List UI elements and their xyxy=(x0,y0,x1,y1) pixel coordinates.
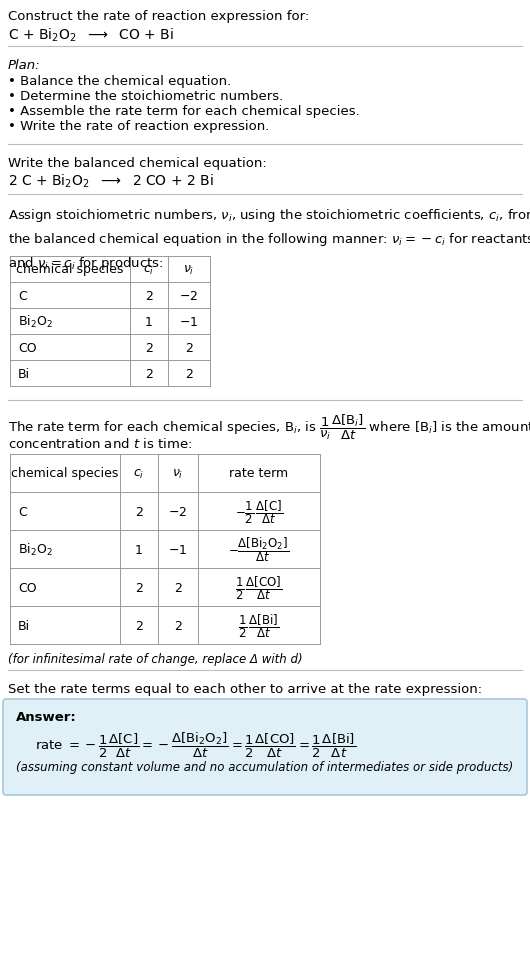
Text: $-2$: $-2$ xyxy=(169,505,188,518)
Text: $\nu_i$: $\nu_i$ xyxy=(183,264,195,276)
Text: Write the balanced chemical equation:: Write the balanced chemical equation: xyxy=(8,157,267,170)
Text: $-2$: $-2$ xyxy=(180,289,199,302)
Text: $-\dfrac{1}{2}\,\dfrac{\Delta[\mathrm{C}]}{\Delta t}$: $-\dfrac{1}{2}\,\dfrac{\Delta[\mathrm{C}… xyxy=(235,498,283,525)
Text: (assuming constant volume and no accumulation of intermediates or side products): (assuming constant volume and no accumul… xyxy=(16,761,513,773)
Text: 2 C + Bi$_2$O$_2$  $\longrightarrow$  2 CO + 2 Bi: 2 C + Bi$_2$O$_2$ $\longrightarrow$ 2 CO… xyxy=(8,172,214,190)
Text: $\nu_i$: $\nu_i$ xyxy=(172,467,184,480)
Text: 2: 2 xyxy=(135,619,143,632)
Text: • Determine the stoichiometric numbers.: • Determine the stoichiometric numbers. xyxy=(8,90,283,103)
Text: rate $= -\dfrac{1}{2}\dfrac{\Delta[\mathrm{C}]}{\Delta t}= -\dfrac{\Delta[\mathr: rate $= -\dfrac{1}{2}\dfrac{\Delta[\math… xyxy=(35,731,356,760)
Text: Answer:: Answer: xyxy=(16,710,77,723)
Text: 2: 2 xyxy=(145,289,153,302)
Text: Set the rate terms equal to each other to arrive at the rate expression:: Set the rate terms equal to each other t… xyxy=(8,682,482,696)
Text: • Write the rate of reaction expression.: • Write the rate of reaction expression. xyxy=(8,120,269,133)
Text: $-\dfrac{\Delta[\mathrm{Bi_2O_2}]}{\Delta t}$: $-\dfrac{\Delta[\mathrm{Bi_2O_2}]}{\Delt… xyxy=(228,535,289,564)
Text: 2: 2 xyxy=(185,367,193,380)
Text: The rate term for each chemical species, B$_i$, is $\dfrac{1}{\nu_i}\dfrac{\Delt: The rate term for each chemical species,… xyxy=(8,413,530,442)
Text: Assign stoichiometric numbers, $\nu_i$, using the stoichiometric coefficients, $: Assign stoichiometric numbers, $\nu_i$, … xyxy=(8,206,530,272)
Text: 2: 2 xyxy=(174,580,182,594)
Text: C + Bi$_2$O$_2$  $\longrightarrow$  CO + Bi: C + Bi$_2$O$_2$ $\longrightarrow$ CO + B… xyxy=(8,27,174,45)
Text: Plan:: Plan: xyxy=(8,59,41,72)
Text: 2: 2 xyxy=(135,505,143,518)
Text: 2: 2 xyxy=(135,580,143,594)
Text: $c_i$: $c_i$ xyxy=(134,467,145,480)
Text: Bi: Bi xyxy=(18,619,30,632)
Text: C: C xyxy=(18,289,26,302)
Text: (for infinitesimal rate of change, replace Δ with d): (for infinitesimal rate of change, repla… xyxy=(8,652,303,666)
Text: 2: 2 xyxy=(145,367,153,380)
Text: • Assemble the rate term for each chemical species.: • Assemble the rate term for each chemic… xyxy=(8,105,360,118)
FancyBboxPatch shape xyxy=(3,700,527,796)
Text: $\dfrac{1}{2}\,\dfrac{\Delta[\mathrm{CO}]}{\Delta t}$: $\dfrac{1}{2}\,\dfrac{\Delta[\mathrm{CO}… xyxy=(235,574,283,601)
Text: 2: 2 xyxy=(145,341,153,354)
Text: Bi: Bi xyxy=(18,367,30,380)
Text: $-1$: $-1$ xyxy=(179,315,199,328)
Text: • Balance the chemical equation.: • Balance the chemical equation. xyxy=(8,75,231,88)
Text: concentration and $t$ is time:: concentration and $t$ is time: xyxy=(8,437,192,451)
Text: Bi$_2$O$_2$: Bi$_2$O$_2$ xyxy=(18,542,52,557)
Text: Construct the rate of reaction expression for:: Construct the rate of reaction expressio… xyxy=(8,10,309,23)
Text: $-1$: $-1$ xyxy=(169,543,188,556)
Text: chemical species: chemical species xyxy=(11,467,119,480)
Text: 1: 1 xyxy=(145,315,153,328)
Text: rate term: rate term xyxy=(229,467,288,480)
Text: CO: CO xyxy=(18,341,37,354)
Text: 2: 2 xyxy=(185,341,193,354)
Text: 2: 2 xyxy=(174,619,182,632)
Text: Bi$_2$O$_2$: Bi$_2$O$_2$ xyxy=(18,314,52,329)
Text: $c_i$: $c_i$ xyxy=(144,264,155,276)
Text: $\dfrac{1}{2}\,\dfrac{\Delta[\mathrm{Bi}]}{\Delta t}$: $\dfrac{1}{2}\,\dfrac{\Delta[\mathrm{Bi}… xyxy=(238,611,280,640)
Text: 1: 1 xyxy=(135,543,143,556)
Text: C: C xyxy=(18,505,26,518)
Text: CO: CO xyxy=(18,580,37,594)
Text: chemical species: chemical species xyxy=(16,264,123,276)
